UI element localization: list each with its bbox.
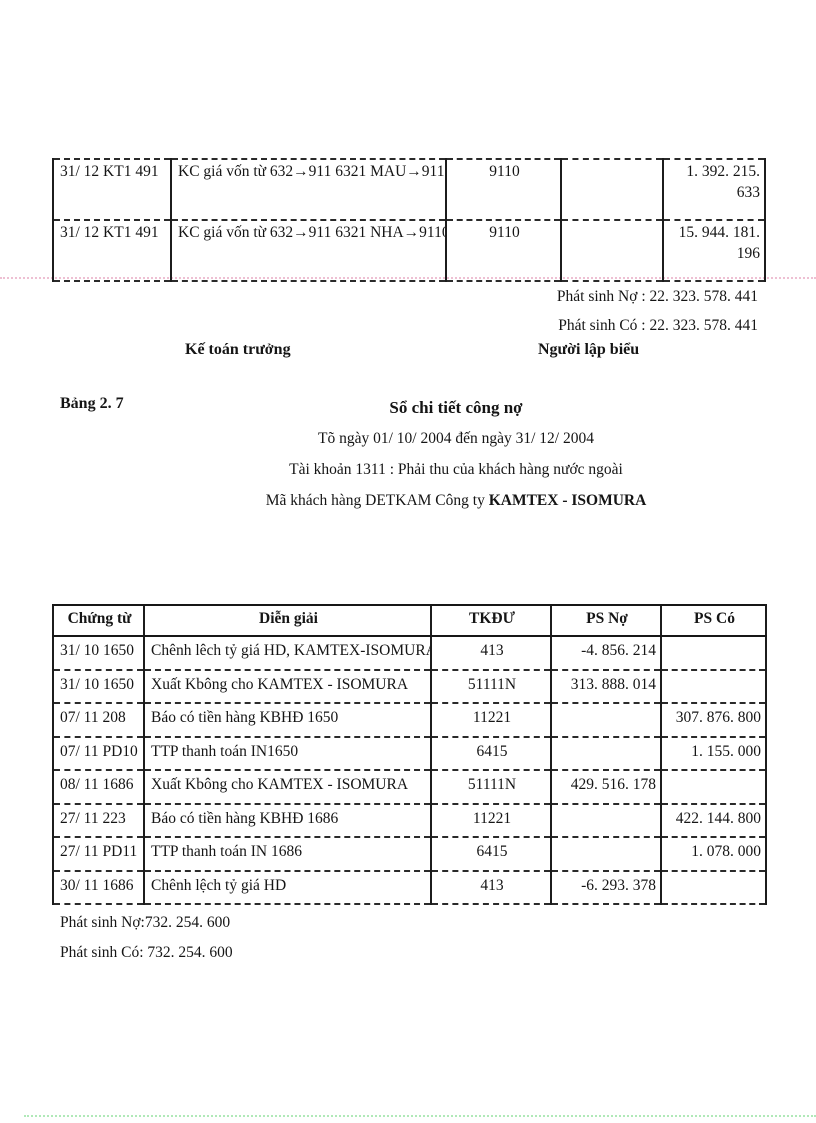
cell-psno: 313. 888. 014	[550, 669, 661, 704]
cell-tkdu: 413	[430, 870, 551, 905]
cell-diengiai: TTP thanh toán IN1650	[143, 736, 431, 771]
cell-chungtu: 31/ 12 KT1 491	[52, 219, 171, 282]
cell-diengiai: KC giá vốn từ 632→911 6321 NHA→9110	[170, 219, 446, 282]
phat-sinh-co-total: Phát sinh Có : 22. 323. 578. 441	[558, 317, 758, 334]
header-psno: PS Nợ	[550, 604, 661, 637]
cell-psco	[660, 870, 767, 905]
table-header-row: Chứng từ Diễn giải TKĐƯ PS Nợ PS Có	[52, 604, 767, 637]
cell-tkdu: 11221	[430, 703, 551, 738]
table-row: 31/ 10 1650 Xuất Kbông cho KAMTEX - ISOM…	[52, 669, 767, 704]
cell-chungtu: 27/ 11 223	[52, 803, 144, 838]
main-table-totals: Phát sinh Nợ:732. 254. 600 Phát sinh Có:…	[60, 908, 233, 968]
heading-customer: Mã khách hàng DETKAM Công ty KAMTEX - IS…	[96, 485, 816, 516]
cell-diengiai: Chênh lêch tỷ giá HD, KAMTEX-ISOMURA	[143, 636, 431, 671]
cell-tkdu: 6415	[430, 837, 551, 872]
signature-ke-toan-truong: Kế toán trưởng	[185, 341, 291, 358]
cell-tkdu: 9110	[445, 158, 561, 220]
cell-psno: -4. 856. 214	[550, 636, 661, 671]
cell-chungtu: 31/ 12 KT1 491	[52, 158, 171, 220]
top-table-totals: Phát sinh Nợ : 22. 323. 578. 441 Phát si…	[557, 282, 758, 340]
cell-diengiai: Báo có tiền hàng KBHĐ 1650	[143, 703, 431, 738]
cell-chungtu: 07/ 11 PD10	[52, 736, 144, 771]
cell-diengiai: Xuất Kbông cho KAMTEX - ISOMURA	[143, 669, 431, 704]
header-tkdu: TKĐƯ	[430, 604, 551, 637]
cell-tkdu: 9110	[445, 219, 561, 282]
table-row: 31/ 10 1650 Chênh lêch tỷ giá HD, KAMTEX…	[52, 636, 767, 671]
cell-tkdu: 413	[430, 636, 551, 671]
so-chi-tiet-cong-no-table: Chứng từ Diễn giải TKĐƯ PS Nợ PS Có 31/ …	[52, 604, 767, 905]
cell-psno	[550, 803, 661, 838]
heading-period: Tõ ngày 01/ 10/ 2004 đến ngày 31/ 12/ 20…	[318, 430, 594, 447]
heading-customer-name: KAMTEX - ISOMURA	[488, 492, 647, 509]
cell-psco: 1. 155. 000	[660, 736, 767, 771]
table-row: 08/ 11 1686 Xuất Kbông cho KAMTEX - ISOM…	[52, 770, 767, 805]
table-row: 07/ 11 208 Báo có tiền hàng KBHĐ 1650 11…	[52, 703, 767, 738]
page-title: Sổ chi tiết công nợ	[389, 398, 523, 417]
cell-chungtu: 31/ 10 1650	[52, 669, 144, 704]
cell-psco: 1. 392. 215. 633	[662, 158, 766, 220]
page-artifact-line-bottom	[24, 1115, 816, 1117]
cell-diengiai: Chênh lệch tỷ giá HD	[143, 870, 431, 905]
phat-sinh-co-total: Phát sinh Có: 732. 254. 600	[60, 944, 233, 961]
cell-psco	[660, 669, 767, 704]
table-row: 07/ 11 PD10 TTP thanh toán IN1650 6415 1…	[52, 736, 767, 771]
header-chungtu: Chứng từ	[52, 604, 144, 637]
cell-psno	[560, 219, 663, 282]
cell-chungtu: 27/ 11 PD11	[52, 837, 144, 872]
cell-psno	[550, 837, 661, 872]
kc-gia-von-table: 31/ 12 KT1 491 KC giá vốn từ 632→911 632…	[52, 158, 766, 282]
cell-tkdu: 51111N	[430, 669, 551, 704]
cell-psco	[660, 636, 767, 671]
cell-tkdu: 11221	[430, 803, 551, 838]
heading-customer-prefix: Mã khách hàng DETKAM Công ty	[265, 492, 489, 509]
header-diengiai: Diễn giải	[143, 604, 431, 637]
table-row: 30/ 11 1686 Chênh lệch tỷ giá HD 413 -6.…	[52, 870, 767, 905]
cell-tkdu: 51111N	[430, 770, 551, 805]
cell-chungtu: 30/ 11 1686	[52, 870, 144, 905]
table-number-label: Bảng 2. 7	[60, 395, 124, 412]
table-row: 31/ 12 KT1 491 KC giá vốn từ 632→911 632…	[52, 219, 766, 282]
phat-sinh-no-total: Phát sinh Nợ : 22. 323. 578. 441	[556, 288, 758, 305]
cell-diengiai: Xuất Kbông cho KAMTEX - ISOMURA	[143, 770, 431, 805]
cell-psco: 15. 944. 181. 196	[662, 219, 766, 282]
cell-psno	[550, 736, 661, 771]
cell-psno: 429. 516. 178	[550, 770, 661, 805]
header-psco: PS Có	[660, 604, 767, 637]
heading-account: Tài khoản 1311 : Phải thu của khách hàng…	[289, 461, 623, 478]
cell-psno: -6. 293. 378	[550, 870, 661, 905]
cell-psco: 307. 876. 800	[660, 703, 767, 738]
cell-diengiai: Báo có tiền hàng KBHĐ 1686	[143, 803, 431, 838]
table-row: 31/ 12 KT1 491 KC giá vốn từ 632→911 632…	[52, 158, 766, 220]
cell-psno	[560, 158, 663, 220]
cell-chungtu: 08/ 11 1686	[52, 770, 144, 805]
document-heading: Sổ chi tiết công nợ Tõ ngày 01/ 10/ 2004…	[96, 392, 816, 516]
cell-psco: 422. 144. 800	[660, 803, 767, 838]
cell-chungtu: 31/ 10 1650	[52, 636, 144, 671]
cell-tkdu: 6415	[430, 736, 551, 771]
table-row: 27/ 11 223 Báo có tiền hàng KBHĐ 1686 11…	[52, 803, 767, 838]
cell-psco	[660, 770, 767, 805]
table-row: 27/ 11 PD11 TTP thanh toán IN 1686 6415 …	[52, 837, 767, 872]
cell-psco: 1. 078. 000	[660, 837, 767, 872]
cell-psno	[550, 703, 661, 738]
phat-sinh-no-total: Phát sinh Nợ:732. 254. 600	[60, 914, 231, 931]
cell-diengiai: TTP thanh toán IN 1686	[143, 837, 431, 872]
cell-chungtu: 07/ 11 208	[52, 703, 144, 738]
signature-nguoi-lap-bieu: Người lập biểu	[538, 341, 640, 358]
cell-diengiai: KC giá vốn từ 632→911 6321 MAU→9110	[170, 158, 446, 220]
